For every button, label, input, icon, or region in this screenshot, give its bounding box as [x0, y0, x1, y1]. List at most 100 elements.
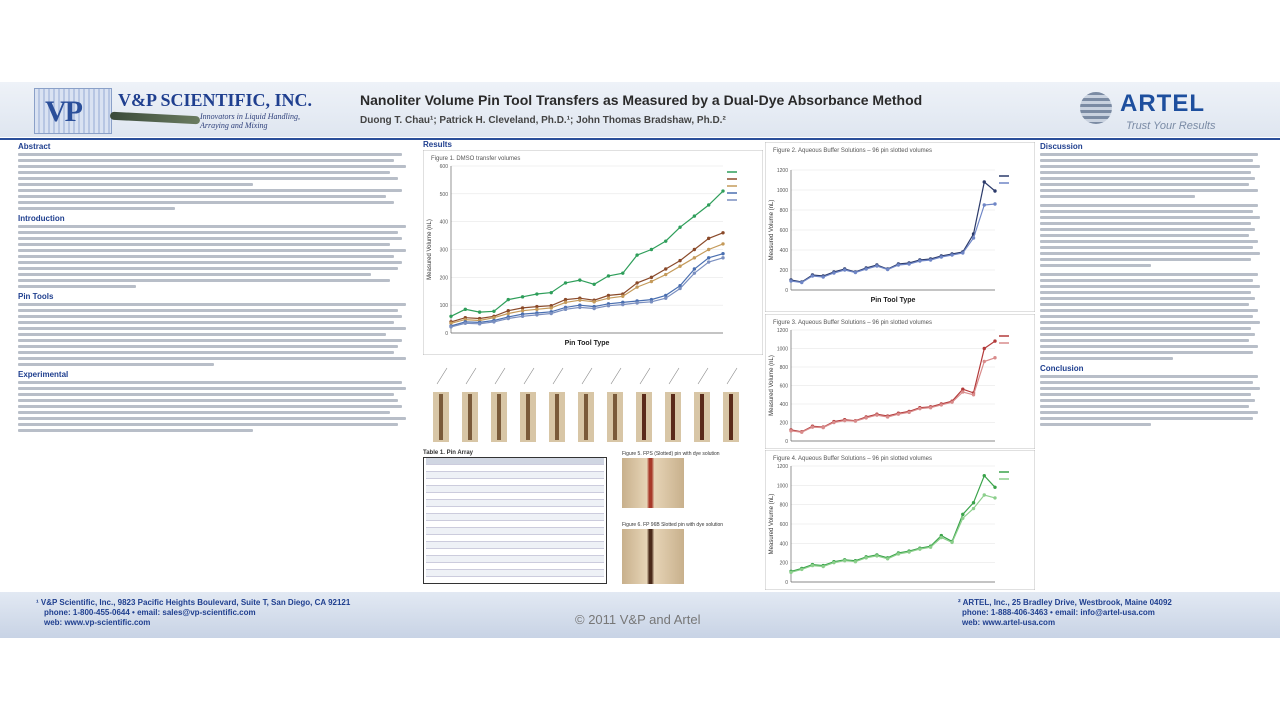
data-point — [961, 512, 965, 517]
data-point — [706, 260, 711, 264]
vp-contact: phone: 1-800-455-0644 • email: sales@vp-… — [44, 608, 256, 617]
data-point — [606, 293, 611, 298]
data-point — [706, 203, 711, 207]
abstract-text — [18, 153, 410, 210]
artel-web: web: www.artel-usa.com — [962, 618, 1056, 627]
data-point — [918, 259, 922, 263]
series-line — [450, 232, 724, 323]
pin-tool-icon — [109, 111, 201, 125]
data-point — [918, 406, 922, 411]
pin-shaft — [468, 394, 472, 440]
figure-2-chart: Figure 2. Aqueous Buffer Solutions – 96 … — [765, 142, 1035, 312]
series-line — [450, 253, 724, 327]
data-point — [520, 314, 525, 318]
data-point — [789, 279, 793, 283]
pin-shaft — [700, 394, 704, 440]
data-point — [961, 251, 965, 255]
data-point — [706, 256, 711, 260]
data-point — [721, 256, 725, 260]
artel-logo-icon — [1080, 92, 1112, 124]
data-point — [592, 306, 596, 311]
data-point — [606, 296, 611, 300]
data-point — [678, 283, 682, 288]
y-tick-label: 1200 — [777, 168, 788, 174]
introduction-text — [18, 225, 410, 288]
pin-shaft — [497, 394, 501, 440]
data-point — [928, 545, 933, 549]
data-point — [928, 406, 933, 410]
data-point — [449, 314, 453, 318]
data-point — [463, 307, 468, 312]
artel-tagline: Trust Your Results — [1126, 120, 1216, 132]
pin-shaft — [555, 394, 559, 440]
poster-header: VP V&P SCIENTIFIC, INC. Innovators in Li… — [0, 82, 1280, 137]
vp-company-name: V&P SCIENTIFIC, INC. — [118, 90, 313, 110]
data-point — [578, 298, 582, 302]
y-tick-label: 800 — [780, 365, 789, 371]
x-axis-label: Pin Tool Type — [871, 297, 916, 304]
chart-frame — [765, 314, 1035, 449]
data-point — [993, 356, 997, 360]
data-point — [520, 295, 525, 299]
y-tick-label: 500 — [440, 192, 449, 198]
data-point — [961, 390, 965, 394]
data-point — [896, 263, 901, 267]
data-point — [449, 321, 453, 325]
pin-shaft — [526, 394, 530, 440]
data-point — [621, 302, 625, 307]
data-point — [853, 419, 858, 423]
conclusion-text — [1040, 375, 1262, 426]
right-column: Discussion Conclusion — [1040, 142, 1262, 429]
data-point — [649, 279, 654, 284]
data-point — [520, 309, 525, 313]
data-point — [621, 294, 625, 298]
data-point — [832, 420, 836, 425]
y-tick-label: 400 — [780, 248, 789, 254]
introduction-heading: Introduction — [18, 214, 65, 223]
data-point — [449, 325, 453, 329]
data-point — [875, 413, 879, 417]
data-point — [492, 320, 496, 324]
y-tick-label: 200 — [780, 268, 789, 274]
data-point — [993, 339, 997, 343]
y-tick-label: 0 — [785, 288, 788, 294]
data-point — [635, 253, 639, 257]
y-tick-label: 600 — [440, 164, 449, 170]
data-point — [875, 554, 879, 558]
y-tick-label: 300 — [440, 248, 449, 254]
x-axis-label: Pin Tool Type — [565, 340, 610, 347]
y-tick-label: 200 — [440, 275, 449, 281]
data-point — [950, 253, 954, 257]
data-point — [842, 268, 847, 272]
artel-name: ARTEL — [1120, 90, 1205, 117]
data-point — [939, 255, 944, 259]
pin-label-line — [610, 367, 622, 385]
figure-4-chart: Figure 4. Aqueous Buffer Solutions – 96 … — [765, 450, 1035, 590]
data-point — [950, 540, 954, 545]
data-point — [982, 493, 986, 497]
data-point — [706, 247, 711, 252]
data-point — [678, 264, 682, 268]
pin-label-line — [494, 367, 506, 385]
pin-label-line — [581, 367, 593, 385]
data-point — [982, 359, 986, 364]
pin-shaft — [584, 394, 588, 440]
data-point — [982, 473, 986, 478]
conclusion-heading: Conclusion — [1040, 364, 1084, 373]
data-point — [907, 550, 911, 554]
data-point — [535, 307, 539, 312]
data-point — [853, 270, 858, 275]
data-point — [678, 286, 682, 291]
artel-contact: phone: 1-888-406-3463 • email: info@arte… — [962, 608, 1155, 617]
figure-caption: Figure 1. DMSO transfer volumes — [431, 156, 520, 162]
artel-address: ² ARTEL, Inc., 25 Bradley Drive, Westbro… — [958, 598, 1172, 607]
chart-frame — [423, 150, 763, 355]
data-point — [492, 315, 496, 320]
data-point — [477, 310, 482, 314]
figure-caption: Figure 2. Aqueous Buffer Solutions – 96 … — [773, 148, 932, 154]
data-point — [800, 567, 804, 572]
data-point — [864, 416, 868, 420]
y-axis-label: Measured Volume (nL) — [769, 494, 775, 555]
abstract-heading: Abstract — [18, 142, 51, 151]
data-point — [907, 262, 911, 266]
